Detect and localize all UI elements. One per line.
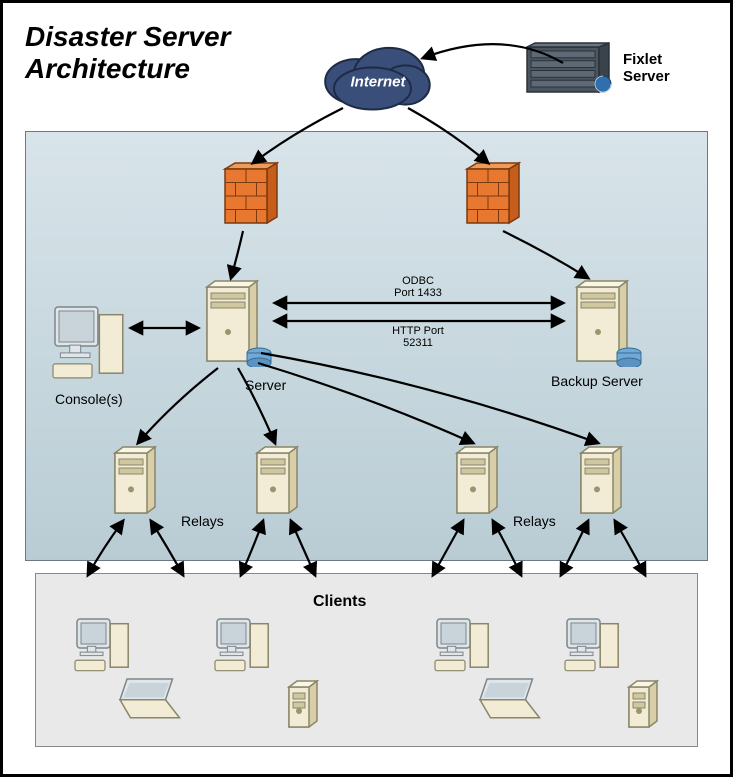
backup-server-icon <box>571 275 647 372</box>
relay-icon <box>575 441 627 524</box>
backup-server-label: Backup Server <box>551 373 643 389</box>
title-line1: Disaster Server <box>25 21 230 52</box>
client-tower-icon <box>283 675 323 738</box>
clients-label: Clients <box>313 593 366 611</box>
fixlet-server-label: Fixlet Server <box>623 51 703 85</box>
title-line2: Architecture <box>25 53 190 84</box>
client-laptop-icon <box>473 675 543 725</box>
client-pc-icon <box>213 615 273 678</box>
client-tower-icon <box>623 675 663 738</box>
server-icon <box>201 275 277 372</box>
consoles-label: Console(s) <box>55 391 123 407</box>
fixlet-server-text: Fixlet Server <box>623 51 670 85</box>
diagram-title: Disaster Server Architecture <box>25 21 230 85</box>
client-pc-icon <box>563 615 623 678</box>
firewall-right-icon <box>463 161 521 234</box>
relay-icon <box>109 441 161 524</box>
relay-icon <box>451 441 503 524</box>
relays-right-label: Relays <box>513 513 556 529</box>
firewall-left-icon <box>221 161 279 234</box>
internet-cloud-icon: Internet <box>323 43 433 118</box>
http-label: HTTP Port 52311 <box>383 325 453 349</box>
client-pc-icon <box>73 615 133 678</box>
console-pc-icon <box>51 303 129 386</box>
diagram-frame: Disaster Server Architecture Fixlet Serv… <box>0 0 733 777</box>
relays-left-label: Relays <box>181 513 224 529</box>
client-pc-icon <box>433 615 493 678</box>
odbc-label: ODBC Port 1433 <box>383 275 453 299</box>
fixlet-server-icon <box>523 41 613 101</box>
relay-icon <box>251 441 303 524</box>
svg-text:Internet: Internet <box>350 73 406 90</box>
client-laptop-icon <box>113 675 183 725</box>
server-label: Server <box>245 377 286 393</box>
